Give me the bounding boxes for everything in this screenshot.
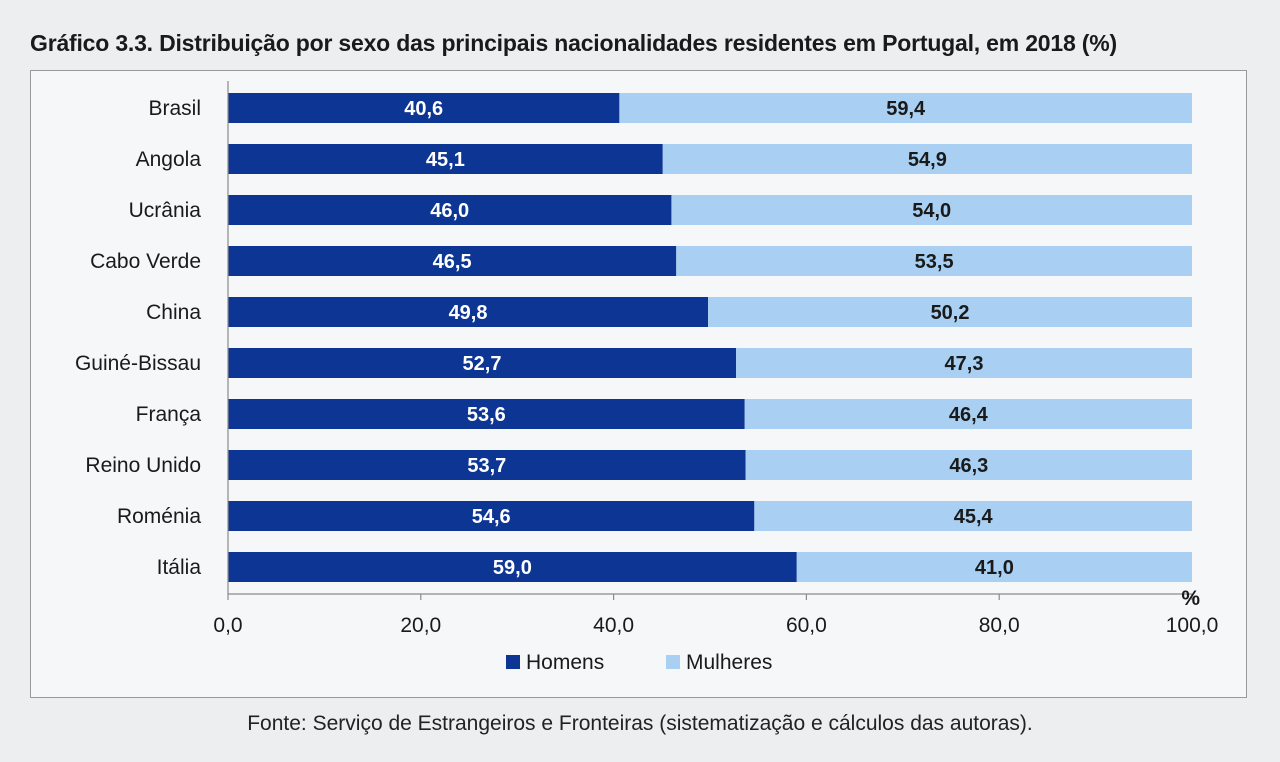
data-label-mulheres: 54,9 — [908, 149, 947, 171]
bar-mulheres — [662, 144, 1192, 174]
bar-mulheres — [745, 450, 1192, 480]
bar-mulheres — [676, 246, 1192, 276]
category-label: Guiné-Bissau — [75, 352, 201, 375]
bar-homens — [228, 144, 663, 174]
data-label-homens: 49,8 — [449, 302, 488, 324]
x-unit-label: % — [1181, 587, 1200, 610]
bar-homens — [228, 501, 755, 531]
bar-mulheres — [736, 348, 1192, 378]
category-label: Angola — [136, 148, 202, 171]
bar-homens — [228, 195, 672, 225]
chart-title: Gráfico 3.3. Distribuição por sexo das p… — [30, 30, 1117, 56]
category-label: Cabo Verde — [90, 250, 201, 273]
category-label: Itália — [157, 556, 202, 579]
x-tick-label: 100,0 — [1166, 614, 1219, 637]
data-label-mulheres: 53,5 — [915, 251, 954, 273]
data-label-mulheres: 59,4 — [886, 98, 926, 120]
data-label-mulheres: 45,4 — [954, 506, 994, 528]
data-label-homens: 46,5 — [433, 251, 472, 273]
bar-mulheres — [708, 297, 1192, 327]
data-label-mulheres: 47,3 — [945, 353, 984, 375]
bar-homens — [228, 450, 746, 480]
category-label: Reino Unido — [85, 454, 201, 477]
legend-swatch-homens — [506, 655, 520, 669]
bar-homens — [228, 93, 620, 123]
x-tick-label: 20,0 — [400, 614, 441, 637]
bar-mulheres — [744, 399, 1192, 429]
x-tick-label: 60,0 — [786, 614, 827, 637]
data-label-homens: 54,6 — [472, 506, 511, 528]
data-label-homens: 52,7 — [463, 353, 502, 375]
data-label-mulheres: 46,3 — [949, 455, 988, 477]
category-label: Brasil — [148, 97, 201, 120]
data-label-mulheres: 50,2 — [931, 302, 970, 324]
x-tick-label: 40,0 — [593, 614, 634, 637]
source-note: Fonte: Serviço de Estrangeiros e Frontei… — [247, 712, 1033, 735]
chart-area: Brasil 40,6 59,4 Angola 45,1 54,9 Ucrânia 46,0 5… — [30, 70, 1247, 698]
bar-homens — [228, 246, 677, 276]
data-label-homens: 53,7 — [467, 455, 506, 477]
bar-homens — [228, 552, 797, 582]
x-tick-label: 0,0 — [213, 614, 242, 637]
bar-mulheres — [796, 552, 1192, 582]
category-label: França — [136, 403, 202, 426]
data-label-mulheres: 54,0 — [912, 200, 951, 222]
bar-mulheres — [671, 195, 1192, 225]
category-label: China — [146, 301, 201, 324]
bar-homens — [228, 348, 737, 378]
data-label-homens: 46,0 — [430, 200, 469, 222]
data-label-homens: 59,0 — [493, 557, 532, 579]
data-label-mulheres: 41,0 — [975, 557, 1014, 579]
data-label-mulheres: 46,4 — [949, 404, 989, 426]
category-label: Roménia — [117, 505, 201, 528]
data-label-homens: 40,6 — [404, 98, 443, 120]
bar-homens — [228, 399, 745, 429]
x-tick-label: 80,0 — [979, 614, 1020, 637]
bar-mulheres — [754, 501, 1192, 531]
legend-label-mulheres: Mulheres — [686, 651, 772, 674]
chart-svg: Brasil 40,6 59,4 Angola 45,1 54,9 Ucrânia 46,0 5… — [75, 81, 1219, 674]
category-label: Ucrânia — [129, 199, 202, 222]
data-label-homens: 45,1 — [426, 149, 465, 171]
bar-mulheres — [619, 93, 1192, 123]
data-label-homens: 53,6 — [467, 404, 506, 426]
legend-label-homens: Homens — [526, 651, 604, 674]
bar-homens — [228, 297, 709, 327]
legend-swatch-mulheres — [666, 655, 680, 669]
